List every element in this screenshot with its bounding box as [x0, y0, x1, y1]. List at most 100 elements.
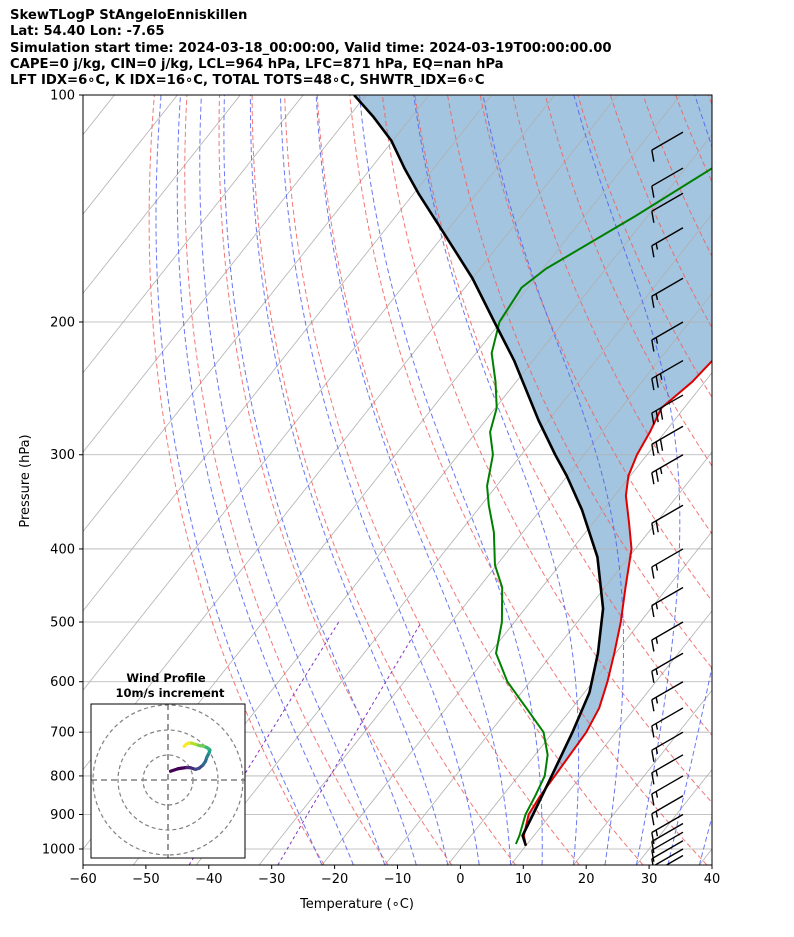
x-axis-label: Temperature (∘C) [299, 897, 414, 912]
wind-barb [651, 425, 684, 456]
dry-adiabat-line [741, 95, 794, 865]
x-tick-label: −10 [384, 872, 411, 887]
isotherm-line [195, 213, 712, 865]
y-axis-label: Pressure (hPa) [18, 434, 33, 527]
wind-barb-shaft [651, 795, 684, 815]
cape-line: CAPE=0 j/kg, CIN=0 j/kg, LCL=964 hPa, LF… [10, 56, 504, 72]
wind-barb-shaft [651, 813, 684, 834]
wind-barb [651, 795, 684, 826]
wind-barb [651, 454, 684, 485]
y-tick-label: 300 [50, 448, 75, 463]
wind-barb-shaft [651, 548, 684, 568]
wind-barb [651, 831, 684, 862]
wind-barb-flag [651, 149, 655, 162]
wind-barb-flag [651, 832, 655, 845]
wind-barb [653, 848, 684, 865]
wind-barb-shaft [653, 848, 684, 865]
wind-barb [651, 131, 684, 162]
hodograph-frame [90, 703, 246, 859]
y-tick-label: 100 [50, 89, 75, 104]
wind-barb-half-flag [655, 637, 659, 644]
chart-title: SkewTLogP StAngeloEnniskillen [10, 8, 248, 23]
wind-barb-flag [651, 605, 655, 618]
wind-barb-flag [655, 441, 659, 454]
y-tick-label: 200 [50, 315, 75, 330]
wind-barb-flag [655, 410, 659, 423]
wind-barb [651, 192, 684, 223]
hodograph-subtitle: 10m/s increment [116, 686, 225, 700]
y-tick-label: 900 [50, 808, 75, 823]
wind-barb-flag [659, 407, 664, 420]
wind-barb-flag [651, 772, 655, 785]
isotherm-line [83, 95, 493, 612]
wind-barb-half-flag [655, 602, 659, 610]
isotherm-line [83, 95, 367, 453]
wind-barb-shaft [651, 425, 684, 445]
wind-barb [651, 731, 684, 762]
dry-adiabat-line [512, 95, 712, 535]
isotherm-line [384, 451, 712, 865]
x-tick-label: −20 [321, 872, 348, 887]
wind-barb [651, 277, 684, 308]
y-tick-label: 1000 [42, 843, 75, 858]
dry-adiabat-line [218, 95, 453, 865]
wind-barb-flag [651, 813, 655, 826]
wind-barb-flag [651, 793, 655, 806]
wind-barb-shaft [651, 586, 684, 607]
isotherm-line [447, 530, 712, 865]
y-tick-label: 800 [50, 769, 75, 784]
x-tick-label: 20 [578, 872, 595, 887]
wind-barb [665, 854, 684, 865]
dry-adiabat-line [184, 95, 389, 865]
wind-barb-flag [655, 520, 659, 533]
isotherm-line [83, 95, 430, 533]
wind-barb-half-flag [655, 668, 659, 676]
location-line: Lat: 54.40 Lon: -7.65 [10, 24, 165, 40]
wind-barb-shaft [651, 192, 684, 212]
wind-barb-shaft [651, 321, 684, 341]
chart-title-block: SkewTLogP StAngeloEnniskillen Lat: 54.40… [10, 8, 612, 89]
wind-barb [651, 681, 684, 712]
moist-adiabat-line [698, 814, 712, 865]
wind-barb-shaft [651, 754, 684, 774]
wind-barb [651, 548, 684, 579]
parcel-line [353, 95, 605, 847]
hodograph-plot [91, 704, 245, 858]
wind-barb-half-flag [655, 770, 659, 777]
wind-barb-shaft [651, 394, 684, 414]
wind-barb-shaft [651, 840, 684, 860]
y-tick-label: 600 [50, 675, 75, 690]
wind-barb-flag [655, 470, 659, 482]
isotherm-line [83, 95, 241, 295]
isotherm-line [699, 848, 712, 865]
wind-barb-half-flag [655, 293, 659, 301]
hodograph-title: Wind Profile [126, 671, 206, 685]
x-tick-label: −50 [132, 872, 159, 887]
wind-barb-flag [651, 211, 655, 223]
wind-barb-shaft [651, 131, 684, 151]
wind-barb-flag [651, 671, 655, 683]
wind-barb-half-flag [655, 697, 659, 704]
wind-barb-half-flag [659, 467, 663, 475]
wind-barb-half-flag [659, 373, 663, 380]
wind-barb-flag [651, 850, 655, 862]
dry-adiabat-line [773, 95, 794, 865]
wind-barb-flag [651, 523, 655, 535]
isotherm-line [83, 95, 556, 691]
wind-barb-shaft [651, 831, 684, 851]
wind-barb [651, 586, 684, 618]
wind-barb-flag [651, 296, 655, 308]
wind-barb [651, 227, 684, 258]
wind-barb [651, 167, 684, 198]
hodograph-inset: Wind Profile 10m/s increment [90, 671, 246, 859]
wind-barb-flag [651, 858, 654, 865]
isotherm-line [83, 95, 304, 374]
y-tick-label: 400 [50, 542, 75, 557]
wind-barb-flag [651, 699, 655, 712]
wind-barb-shaft [651, 731, 684, 751]
wind-barb-flag [651, 750, 655, 762]
moist-adiabat-line [482, 95, 625, 865]
dewpoint-line [486, 167, 712, 845]
wind-barb-flag [651, 841, 655, 854]
